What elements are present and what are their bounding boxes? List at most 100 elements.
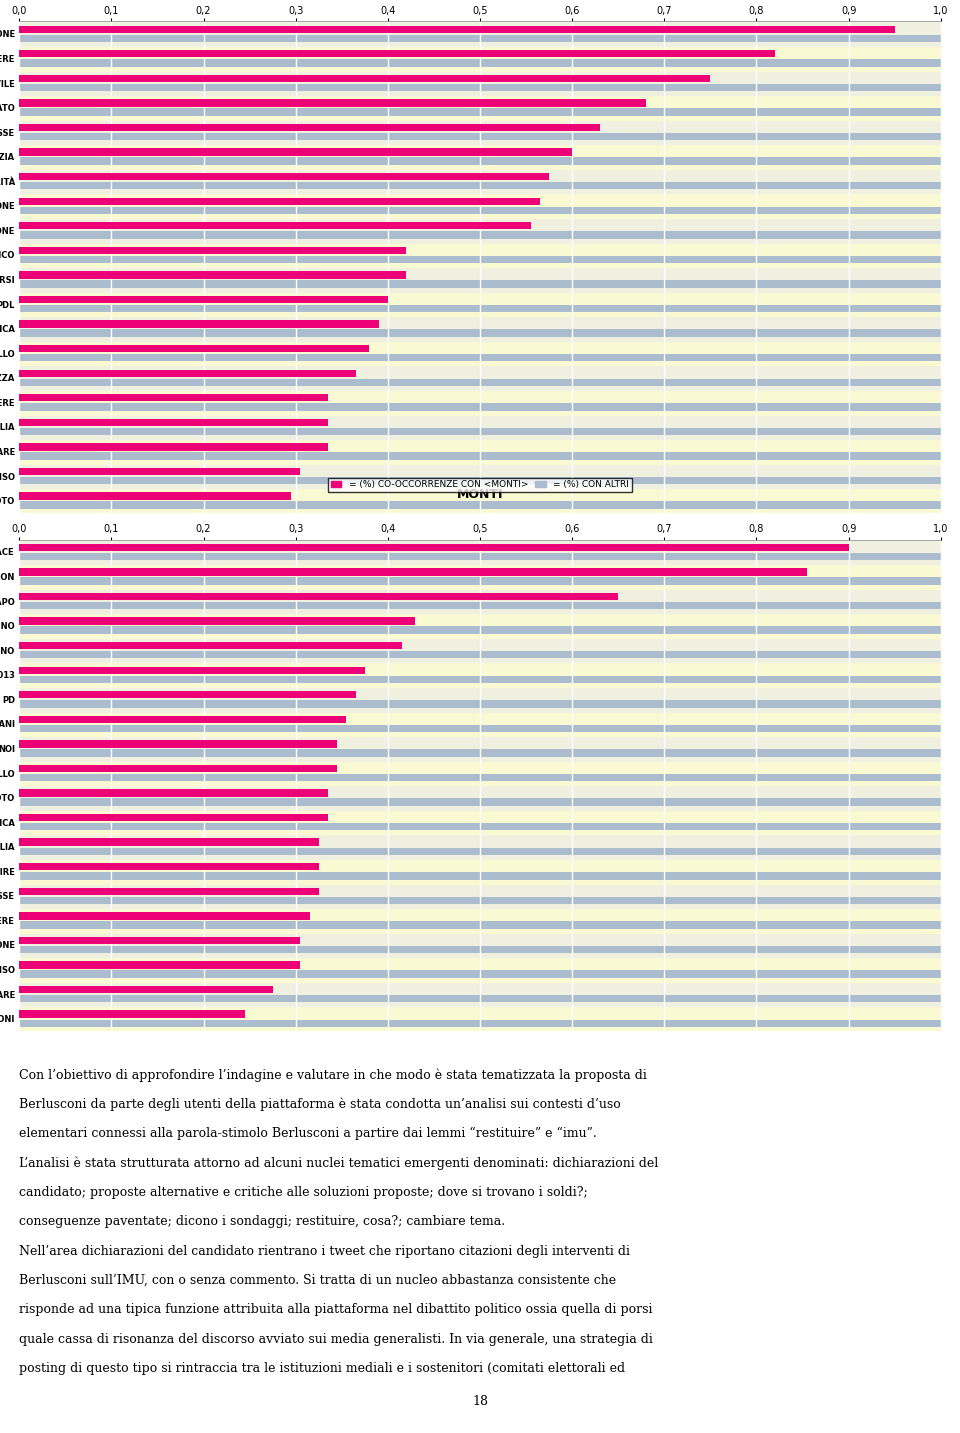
Bar <box>19 884 941 909</box>
Bar <box>19 737 941 761</box>
Bar <box>19 1019 941 1027</box>
Bar <box>19 123 600 132</box>
Bar <box>19 638 941 662</box>
Bar <box>19 834 941 858</box>
Bar <box>19 193 941 218</box>
Bar <box>19 651 941 658</box>
Text: elementari connessi alla parola-stimolo Berlusconi a partire dai lemmi “restitui: elementari connessi alla parola-stimolo … <box>19 1128 597 1141</box>
Bar <box>19 986 273 993</box>
Bar <box>19 937 300 944</box>
Bar <box>19 749 941 757</box>
Bar <box>19 543 849 552</box>
Bar <box>19 169 941 193</box>
Bar <box>19 666 365 674</box>
Bar <box>19 493 291 500</box>
Bar <box>19 34 941 42</box>
Bar <box>19 271 406 278</box>
Bar <box>19 75 710 82</box>
Bar <box>19 823 941 830</box>
Bar <box>19 946 941 953</box>
Bar <box>19 863 319 870</box>
Bar <box>19 453 941 460</box>
Bar <box>19 814 328 821</box>
Text: posting di questo tipo si rintraccia tra le istituzioni mediali e i sostenitori : posting di questo tipo si rintraccia tra… <box>19 1361 625 1376</box>
Bar <box>19 305 941 312</box>
Bar <box>19 715 347 724</box>
Bar <box>19 46 941 70</box>
Bar <box>19 712 941 737</box>
Bar <box>19 798 941 805</box>
Bar <box>19 765 337 772</box>
Bar <box>19 761 941 785</box>
Bar <box>19 354 941 361</box>
Bar <box>19 540 941 565</box>
Text: Berlusconi sull’IMU, con o senza commento. Si tratta di un nucleo abbastanza con: Berlusconi sull’IMU, con o senza comment… <box>19 1274 616 1287</box>
Text: Nell’area dichiarazioni del candidato rientrano i tweet che riportano citazioni : Nell’area dichiarazioni del candidato ri… <box>19 1244 630 1258</box>
Bar <box>19 858 941 884</box>
Bar <box>19 887 319 896</box>
Bar <box>19 418 328 426</box>
Bar <box>19 1010 245 1017</box>
Bar <box>19 785 941 810</box>
Bar <box>19 390 941 414</box>
Text: quale cassa di risonanza del discorso avviato sui media generalisti. In via gene: quale cassa di risonanza del discorso av… <box>19 1333 653 1346</box>
Bar <box>19 921 941 929</box>
Bar <box>19 438 941 464</box>
Legend: = (%) CO-OCCORRENZE CON <MONTI>, = (%) CON ALTRI: = (%) CO-OCCORRENZE CON <MONTI>, = (%) C… <box>328 477 632 492</box>
Text: L’analisi è stata strutturata attorno ad alcuni nuclei tematici emergenti denomi: L’analisi è stata strutturata attorno ad… <box>19 1156 659 1169</box>
Bar <box>19 206 941 214</box>
Bar <box>19 502 941 509</box>
Bar <box>19 982 941 1006</box>
Bar <box>19 642 401 649</box>
Bar <box>19 589 941 613</box>
Bar <box>19 50 775 57</box>
Bar <box>19 26 895 33</box>
Bar <box>19 477 941 484</box>
Bar <box>19 489 941 513</box>
Bar <box>19 553 941 560</box>
Bar <box>19 242 941 267</box>
Bar <box>19 810 941 834</box>
Bar <box>19 957 941 982</box>
Bar <box>19 933 941 957</box>
Bar <box>19 662 941 686</box>
Bar <box>19 613 941 638</box>
Text: Berlusconi da parte degli utenti della piattaforma è stata condotta un’analisi s: Berlusconi da parte degli utenti della p… <box>19 1098 621 1111</box>
Bar <box>19 109 941 116</box>
Bar <box>19 317 941 341</box>
Bar <box>19 345 370 353</box>
Bar <box>19 427 941 436</box>
Text: conseguenze paventate; dicono i sondaggi; restituire, cosa?; cambiare tema.: conseguenze paventate; dicono i sondaggi… <box>19 1215 505 1228</box>
Bar <box>19 341 941 365</box>
Bar <box>19 95 941 120</box>
Bar <box>19 99 646 106</box>
Bar <box>19 995 941 1002</box>
Bar <box>19 847 941 856</box>
Text: 18: 18 <box>472 1394 488 1409</box>
Text: candidato; proposte alternative e critiche alle soluzioni proposte; dove si trov: candidato; proposte alternative e critic… <box>19 1185 588 1199</box>
Bar <box>19 701 941 708</box>
Bar <box>19 691 355 698</box>
Bar <box>19 970 941 977</box>
Bar <box>19 414 941 438</box>
Bar <box>19 464 941 489</box>
Bar <box>19 21 941 46</box>
Bar <box>19 593 618 600</box>
Bar <box>19 198 540 205</box>
Bar <box>19 913 309 920</box>
Bar <box>19 255 941 264</box>
Bar <box>19 725 941 732</box>
Bar <box>19 790 328 797</box>
Bar <box>19 962 300 969</box>
Bar <box>19 295 388 304</box>
Bar <box>19 231 941 238</box>
Bar <box>19 602 941 609</box>
Bar <box>19 403 941 410</box>
Bar <box>19 873 941 880</box>
Bar <box>19 267 941 292</box>
Bar <box>19 292 941 317</box>
Bar <box>19 321 378 328</box>
Bar <box>19 394 328 401</box>
Bar <box>19 246 406 254</box>
Bar <box>19 120 941 145</box>
